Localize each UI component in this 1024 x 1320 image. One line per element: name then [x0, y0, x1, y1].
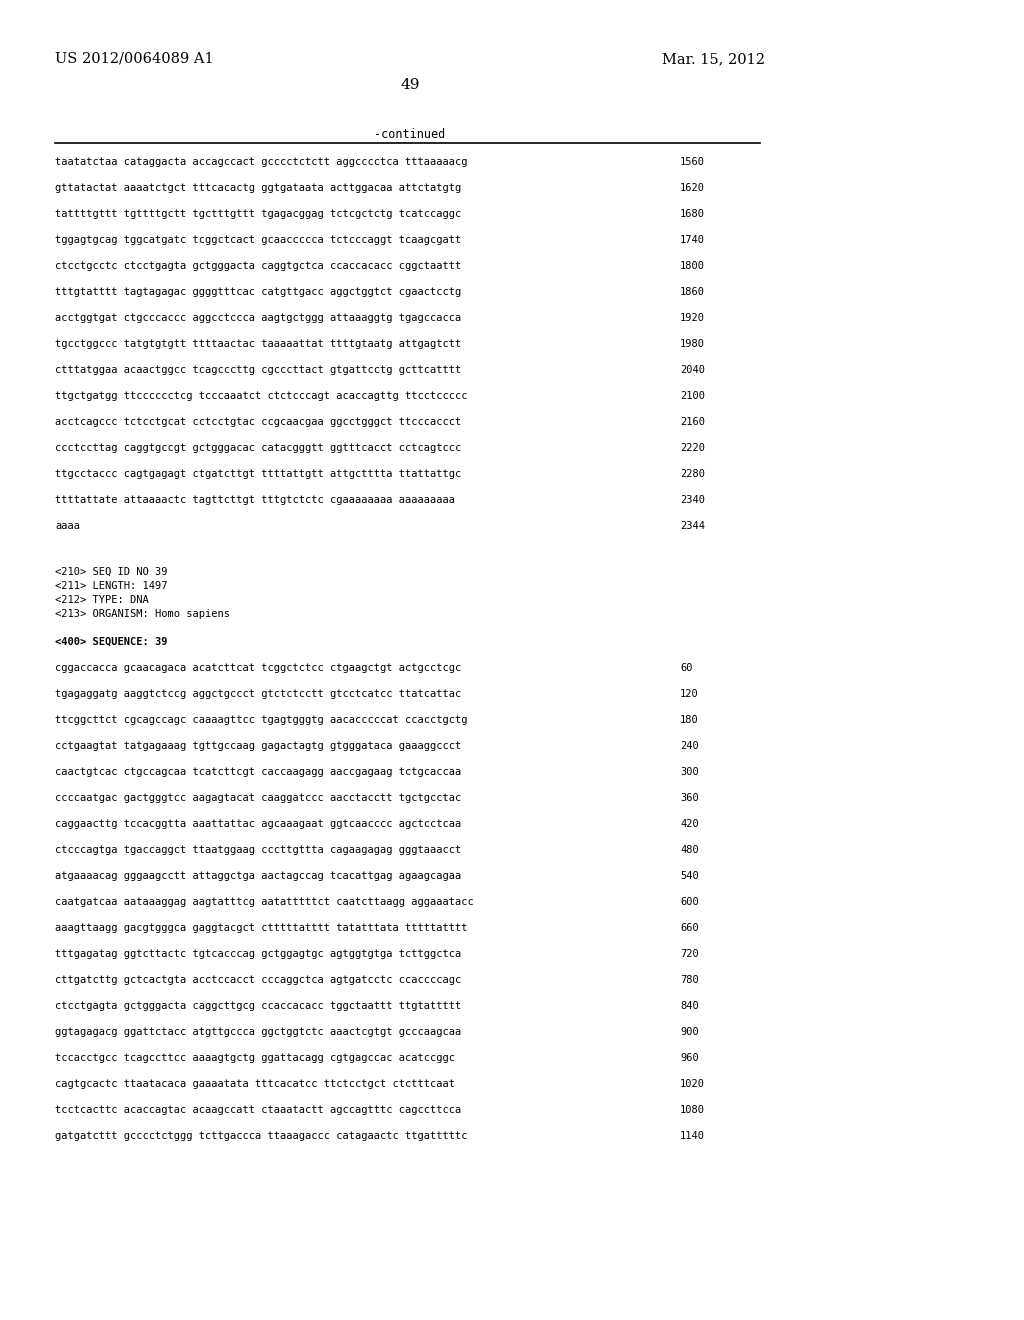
- Text: ttgcctaccc cagtgagagt ctgatcttgt ttttattgtt attgctttta ttattattgc: ttgcctaccc cagtgagagt ctgatcttgt ttttatt…: [55, 469, 461, 479]
- Text: 900: 900: [680, 1027, 698, 1038]
- Text: aaaa: aaaa: [55, 521, 80, 531]
- Text: 1920: 1920: [680, 313, 705, 323]
- Text: taatatctaa cataggacta accagccact gcccctctctt aggcccctca tttaaaaacg: taatatctaa cataggacta accagccact gcccctc…: [55, 157, 468, 168]
- Text: ctcctgcctc ctcctgagta gctgggacta caggtgctca ccaccacacc cggctaattt: ctcctgcctc ctcctgagta gctgggacta caggtgc…: [55, 261, 461, 271]
- Text: <400> SEQUENCE: 39: <400> SEQUENCE: 39: [55, 638, 168, 647]
- Text: cggaccacca gcaacagaca acatcttcat tcggctctcc ctgaagctgt actgcctcgc: cggaccacca gcaacagaca acatcttcat tcggctc…: [55, 663, 461, 673]
- Text: 1020: 1020: [680, 1078, 705, 1089]
- Text: caatgatcaa aataaaggag aagtatttcg aatatttttct caatcttaagg aggaaatacc: caatgatcaa aataaaggag aagtatttcg aatattt…: [55, 898, 474, 907]
- Text: cctgaagtat tatgagaaag tgttgccaag gagactagtg gtgggataca gaaaggccct: cctgaagtat tatgagaaag tgttgccaag gagacta…: [55, 741, 461, 751]
- Text: 49: 49: [400, 78, 420, 92]
- Text: 540: 540: [680, 871, 698, 880]
- Text: 600: 600: [680, 898, 698, 907]
- Text: 2280: 2280: [680, 469, 705, 479]
- Text: 2040: 2040: [680, 366, 705, 375]
- Text: 300: 300: [680, 767, 698, 777]
- Text: ttcggcttct cgcagccagc caaaagttcc tgagtgggtg aacacccccat ccacctgctg: ttcggcttct cgcagccagc caaaagttcc tgagtgg…: [55, 715, 468, 725]
- Text: 1980: 1980: [680, 339, 705, 348]
- Text: 420: 420: [680, 818, 698, 829]
- Text: <213> ORGANISM: Homo sapiens: <213> ORGANISM: Homo sapiens: [55, 609, 230, 619]
- Text: Mar. 15, 2012: Mar. 15, 2012: [662, 51, 765, 66]
- Text: tggagtgcag tggcatgatc tcggctcact gcaaccccca tctcccaggt tcaagcgatt: tggagtgcag tggcatgatc tcggctcact gcaaccc…: [55, 235, 461, 246]
- Text: tgcctggccc tatgtgtgtt ttttaactac taaaaattat ttttgtaatg attgagtctt: tgcctggccc tatgtgtgtt ttttaactac taaaaat…: [55, 339, 461, 348]
- Text: ctcccagtga tgaccaggct ttaatggaag cccttgttta cagaagagag gggtaaacct: ctcccagtga tgaccaggct ttaatggaag cccttgt…: [55, 845, 461, 855]
- Text: atgaaaacag gggaagcctt attaggctga aactagccag tcacattgag agaagcagaa: atgaaaacag gggaagcctt attaggctga aactagc…: [55, 871, 461, 880]
- Text: 1740: 1740: [680, 235, 705, 246]
- Text: 2160: 2160: [680, 417, 705, 426]
- Text: 1140: 1140: [680, 1131, 705, 1140]
- Text: 480: 480: [680, 845, 698, 855]
- Text: 960: 960: [680, 1053, 698, 1063]
- Text: 240: 240: [680, 741, 698, 751]
- Text: 1800: 1800: [680, 261, 705, 271]
- Text: 1080: 1080: [680, 1105, 705, 1115]
- Text: ccctccttag caggtgccgt gctgggacac catacgggtt ggtttcacct cctcagtccc: ccctccttag caggtgccgt gctgggacac catacgg…: [55, 444, 461, 453]
- Text: <212> TYPE: DNA: <212> TYPE: DNA: [55, 595, 148, 605]
- Text: 120: 120: [680, 689, 698, 700]
- Text: 660: 660: [680, 923, 698, 933]
- Text: ctttatggaa acaactggcc tcagcccttg cgcccttact gtgattcctg gcttcatttt: ctttatggaa acaactggcc tcagcccttg cgccctt…: [55, 366, 461, 375]
- Text: <211> LENGTH: 1497: <211> LENGTH: 1497: [55, 581, 168, 591]
- Text: cagtgcactc ttaatacaca gaaaatata tttcacatcc ttctcctgct ctctttcaat: cagtgcactc ttaatacaca gaaaatata tttcacat…: [55, 1078, 455, 1089]
- Text: gttatactat aaaatctgct tttcacactg ggtgataata acttggacaa attctatgtg: gttatactat aaaatctgct tttcacactg ggtgata…: [55, 183, 461, 193]
- Text: ggtagagacg ggattctacc atgttgccca ggctggtctc aaactcgtgt gcccaagcaa: ggtagagacg ggattctacc atgttgccca ggctggt…: [55, 1027, 461, 1038]
- Text: caggaacttg tccacggtta aaattattac agcaaagaat ggtcaacccc agctcctcaa: caggaacttg tccacggtta aaattattac agcaaag…: [55, 818, 461, 829]
- Text: 60: 60: [680, 663, 692, 673]
- Text: aaagttaagg gacgtgggca gaggtacgct ctttttatttt tatatttata tttttatttt: aaagttaagg gacgtgggca gaggtacgct cttttta…: [55, 923, 468, 933]
- Text: tcctcacttc acaccagtac acaagccatt ctaaatactt agccagtttc cagccttcca: tcctcacttc acaccagtac acaagccatt ctaaata…: [55, 1105, 461, 1115]
- Text: cttgatcttg gctcactgta acctccacct cccaggctca agtgatcctc ccaccccagc: cttgatcttg gctcactgta acctccacct cccaggc…: [55, 975, 461, 985]
- Text: 2344: 2344: [680, 521, 705, 531]
- Text: ctcctgagta gctgggacta caggcttgcg ccaccacacc tggctaattt ttgtattttt: ctcctgagta gctgggacta caggcttgcg ccaccac…: [55, 1001, 461, 1011]
- Text: tgagaggatg aaggtctccg aggctgccct gtctctcctt gtcctcatcc ttatcattac: tgagaggatg aaggtctccg aggctgccct gtctctc…: [55, 689, 461, 700]
- Text: 1680: 1680: [680, 209, 705, 219]
- Text: 1620: 1620: [680, 183, 705, 193]
- Text: US 2012/0064089 A1: US 2012/0064089 A1: [55, 51, 214, 66]
- Text: 2100: 2100: [680, 391, 705, 401]
- Text: 1560: 1560: [680, 157, 705, 168]
- Text: 780: 780: [680, 975, 698, 985]
- Text: tttgtatttt tagtagagac ggggtttcac catgttgacc aggctggtct cgaactcctg: tttgtatttt tagtagagac ggggtttcac catgttg…: [55, 286, 461, 297]
- Text: <210> SEQ ID NO 39: <210> SEQ ID NO 39: [55, 568, 168, 577]
- Text: tattttgttt tgttttgctt tgctttgttt tgagacggag tctcgctctg tcatccaggc: tattttgttt tgttttgctt tgctttgttt tgagacg…: [55, 209, 461, 219]
- Text: 2340: 2340: [680, 495, 705, 506]
- Text: 180: 180: [680, 715, 698, 725]
- Text: 720: 720: [680, 949, 698, 960]
- Text: 840: 840: [680, 1001, 698, 1011]
- Text: 2220: 2220: [680, 444, 705, 453]
- Text: ttttattate attaaaactc tagttcttgt tttgtctctc cgaaaaaaaa aaaaaaaaa: ttttattate attaaaactc tagttcttgt tttgtct…: [55, 495, 455, 506]
- Text: tccacctgcc tcagccttcc aaaagtgctg ggattacagg cgtgagccac acatccggc: tccacctgcc tcagccttcc aaaagtgctg ggattac…: [55, 1053, 455, 1063]
- Text: acctcagccc tctcctgcat cctcctgtac ccgcaacgaa ggcctgggct ttcccaccct: acctcagccc tctcctgcat cctcctgtac ccgcaac…: [55, 417, 461, 426]
- Text: gatgatcttt gcccctctggg tcttgaccca ttaaagaccc catagaactc ttgatttttc: gatgatcttt gcccctctggg tcttgaccca ttaaag…: [55, 1131, 468, 1140]
- Text: caactgtcac ctgccagcaa tcatcttcgt caccaagagg aaccgagaag tctgcaccaa: caactgtcac ctgccagcaa tcatcttcgt caccaag…: [55, 767, 461, 777]
- Text: ccccaatgac gactgggtcc aagagtacat caaggatccc aacctacctt tgctgcctac: ccccaatgac gactgggtcc aagagtacat caaggat…: [55, 793, 461, 803]
- Text: -continued: -continued: [375, 128, 445, 141]
- Text: 360: 360: [680, 793, 698, 803]
- Text: acctggtgat ctgcccaccc aggcctccca aagtgctggg attaaaggtg tgagccacca: acctggtgat ctgcccaccc aggcctccca aagtgct…: [55, 313, 461, 323]
- Text: 1860: 1860: [680, 286, 705, 297]
- Text: tttgagatag ggtcttactc tgtcacccag gctggagtgc agtggtgtga tcttggctca: tttgagatag ggtcttactc tgtcacccag gctggag…: [55, 949, 461, 960]
- Text: ttgctgatgg ttcccccctcg tcccaaatct ctctcccagt acaccagttg ttcctccccc: ttgctgatgg ttcccccctcg tcccaaatct ctctcc…: [55, 391, 468, 401]
